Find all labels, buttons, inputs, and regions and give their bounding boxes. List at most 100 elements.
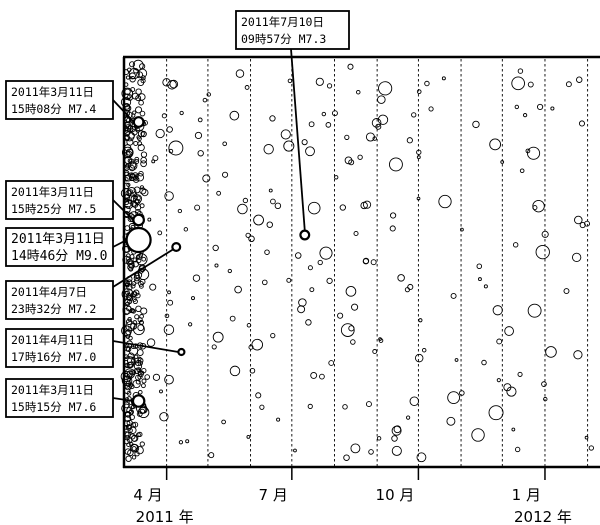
aftershock-marker xyxy=(227,268,232,274)
aftershock-marker xyxy=(141,188,149,197)
aftershock-marker xyxy=(406,137,413,144)
aftershock-marker xyxy=(404,287,411,293)
aftershock-marker xyxy=(130,422,137,428)
event-callout: 2011年3月11日 15時15分 M7.6 xyxy=(5,378,114,418)
callout-box xyxy=(5,80,114,120)
aftershock-marker xyxy=(126,182,131,187)
callout-box xyxy=(5,180,114,220)
background-events xyxy=(120,59,594,463)
aftershock-marker xyxy=(269,115,276,122)
aftershock-marker xyxy=(121,87,134,100)
aftershock-marker xyxy=(472,120,480,129)
aftershock-marker xyxy=(138,389,143,395)
aftershock-marker xyxy=(131,113,136,118)
aftershock-marker xyxy=(259,404,265,410)
aftershock-marker xyxy=(287,78,293,84)
aftershock-marker xyxy=(140,160,147,168)
aftershock-marker xyxy=(191,296,195,301)
aftershock-marker xyxy=(441,76,446,81)
aftershock-marker xyxy=(438,194,452,209)
aftershock-marker xyxy=(248,344,254,350)
aftershock-marker xyxy=(251,338,264,351)
aftershock-marker xyxy=(255,392,262,399)
aftershock-marker xyxy=(212,244,219,252)
aftershock-marker xyxy=(274,202,282,210)
aftershock-marker xyxy=(202,97,208,103)
aftershock-marker xyxy=(460,227,464,232)
aftershock-marker xyxy=(133,274,141,282)
aftershock-marker xyxy=(138,99,144,106)
callout-time-magnitude: 15時08分 M7.4 xyxy=(11,102,96,116)
aftershock-marker xyxy=(573,350,583,360)
aftershock-marker xyxy=(317,259,323,266)
event-callouts: 2011年3月11日 14時46分 M9.0 2011年3月11日 15時08分 M7… xyxy=(5,10,350,418)
aftershock-marker xyxy=(378,337,382,341)
aftershock-marker xyxy=(270,198,276,205)
aftershock-marker xyxy=(411,112,417,118)
aftershock-marker xyxy=(447,391,461,405)
aftershock-marker xyxy=(350,339,356,345)
aftershock-marker xyxy=(353,230,359,237)
aftershock-marker xyxy=(262,279,268,286)
aftershock-marker xyxy=(135,88,142,95)
aftershock-marker xyxy=(135,106,143,114)
x-tick-label: 10 月 xyxy=(376,486,415,504)
callout-time-magnitude: 17時16分 M7.0 xyxy=(11,350,96,364)
aftershock-marker xyxy=(308,121,315,128)
aftershock-marker xyxy=(133,354,139,359)
callout-leader-line xyxy=(112,99,135,123)
aftershock-marker xyxy=(155,128,165,139)
aftershock-marker xyxy=(305,146,315,157)
aftershock-marker xyxy=(125,290,130,296)
callout-date: 2011年7月10日 xyxy=(241,15,324,29)
aftershock-marker xyxy=(264,249,270,255)
aftershock-marker xyxy=(138,93,146,101)
aftershock-marker xyxy=(164,191,174,201)
aftershock-marker xyxy=(339,204,346,211)
aftershock-marker xyxy=(266,221,273,228)
aftershock-marker xyxy=(139,203,145,209)
aftershock-marker xyxy=(345,286,357,297)
aftershock-marker xyxy=(125,455,132,462)
aftershock-marker xyxy=(168,148,174,154)
aftershock-marker xyxy=(476,263,483,269)
grid-lines xyxy=(166,59,589,466)
event-callout: 2011年7月10日 09時57分 M7.3 xyxy=(235,10,350,50)
aftershock-marker xyxy=(214,263,219,268)
aftershock-marker xyxy=(446,416,456,426)
aftershock-marker xyxy=(129,72,136,80)
aftershock-marker xyxy=(130,200,137,207)
highlighted-event-marker xyxy=(132,116,145,128)
aftershock-marker xyxy=(229,315,236,322)
aftershock-marker xyxy=(496,338,503,345)
callout-time-magnitude: 09時57分 M7.3 xyxy=(241,32,326,46)
aftershock-marker xyxy=(130,283,136,289)
aftershock-marker xyxy=(127,295,134,302)
aftershock-marker xyxy=(409,396,420,407)
x-tick-label: 4 月 xyxy=(133,486,162,504)
callout-date: 2011年3月11日 xyxy=(11,185,94,199)
aftershock-marker xyxy=(242,197,249,204)
aftershock-marker xyxy=(137,370,143,376)
aftershock-marker xyxy=(132,421,139,428)
aftershock-marker xyxy=(131,129,138,136)
aftershock-marker xyxy=(331,110,338,117)
aftershock-marker xyxy=(416,452,427,463)
callout-date: 2011年4月7日 xyxy=(11,285,87,299)
highlighted-event-marker xyxy=(171,242,182,253)
aftershock-marker xyxy=(286,277,292,283)
aftershock-marker xyxy=(138,280,144,287)
aftershock-marker xyxy=(120,97,132,108)
aftershock-marker xyxy=(489,138,502,151)
aftershock-marker xyxy=(127,189,134,195)
aftershock-marker xyxy=(307,265,313,271)
aftershock-marker xyxy=(301,139,308,146)
aftershock-marker xyxy=(328,360,335,366)
aftershock-marker xyxy=(365,132,375,142)
aftershock-marker xyxy=(146,338,156,347)
aftershock-marker xyxy=(134,314,140,320)
aftershock-marker xyxy=(319,373,325,380)
aftershock-marker xyxy=(543,396,548,402)
aftershock-marker xyxy=(212,331,224,343)
aftershock-marker xyxy=(483,284,488,289)
